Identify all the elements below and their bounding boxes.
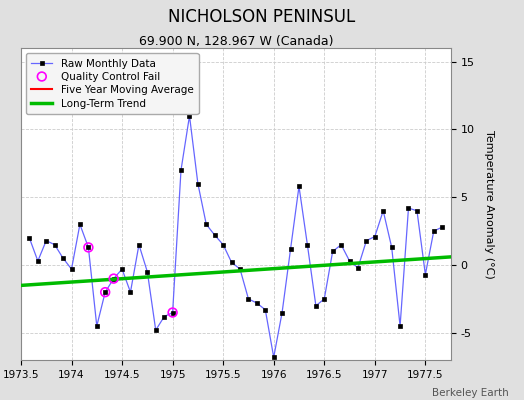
Raw Monthly Data: [228, 260, 235, 265]
Line: Raw Monthly Data: Raw Monthly Data: [27, 114, 444, 359]
Raw Monthly Data: [296, 184, 302, 189]
Raw Monthly Data: [439, 225, 445, 230]
Raw Monthly Data: [237, 267, 243, 272]
Raw Monthly Data: [169, 310, 176, 315]
Text: NICHOLSON PENINSUL: NICHOLSON PENINSUL: [168, 8, 356, 26]
Raw Monthly Data: [136, 242, 142, 247]
Raw Monthly Data: [330, 249, 336, 254]
Raw Monthly Data: [77, 222, 83, 227]
Quality Control Fail: [84, 244, 93, 251]
Y-axis label: Temperature Anomaly (°C): Temperature Anomaly (°C): [484, 130, 494, 278]
Raw Monthly Data: [321, 296, 328, 301]
Raw Monthly Data: [397, 324, 403, 328]
Raw Monthly Data: [338, 242, 344, 247]
Raw Monthly Data: [94, 324, 100, 328]
Raw Monthly Data: [43, 238, 49, 243]
Raw Monthly Data: [144, 270, 150, 274]
Raw Monthly Data: [245, 296, 252, 301]
Raw Monthly Data: [279, 310, 285, 315]
Raw Monthly Data: [35, 258, 41, 263]
Raw Monthly Data: [119, 267, 125, 272]
Raw Monthly Data: [346, 258, 353, 263]
Raw Monthly Data: [51, 242, 58, 247]
Raw Monthly Data: [111, 276, 117, 281]
Raw Monthly Data: [178, 168, 184, 172]
Legend: Raw Monthly Data, Quality Control Fail, Five Year Moving Average, Long-Term Tren: Raw Monthly Data, Quality Control Fail, …: [26, 53, 199, 114]
Raw Monthly Data: [26, 236, 32, 240]
Raw Monthly Data: [220, 242, 226, 247]
Raw Monthly Data: [422, 272, 429, 277]
Raw Monthly Data: [262, 308, 268, 312]
Raw Monthly Data: [187, 114, 193, 118]
Raw Monthly Data: [161, 314, 167, 319]
Quality Control Fail: [110, 276, 118, 282]
Raw Monthly Data: [380, 208, 386, 213]
Raw Monthly Data: [127, 290, 134, 294]
Title: 69.900 N, 128.967 W (Canada): 69.900 N, 128.967 W (Canada): [138, 35, 333, 48]
Quality Control Fail: [168, 309, 177, 316]
Raw Monthly Data: [254, 301, 260, 306]
Text: Berkeley Earth: Berkeley Earth: [432, 388, 508, 398]
Raw Monthly Data: [152, 328, 159, 332]
Raw Monthly Data: [85, 245, 92, 250]
Raw Monthly Data: [431, 229, 437, 234]
Quality Control Fail: [101, 289, 110, 295]
Raw Monthly Data: [68, 267, 74, 272]
Raw Monthly Data: [212, 233, 218, 238]
Raw Monthly Data: [313, 303, 319, 308]
Raw Monthly Data: [363, 238, 369, 243]
Raw Monthly Data: [60, 256, 66, 261]
Raw Monthly Data: [203, 222, 210, 227]
Raw Monthly Data: [372, 234, 378, 239]
Raw Monthly Data: [288, 246, 294, 251]
Raw Monthly Data: [195, 181, 201, 186]
Raw Monthly Data: [355, 265, 361, 270]
Raw Monthly Data: [414, 208, 420, 213]
Raw Monthly Data: [270, 355, 277, 360]
Raw Monthly Data: [102, 290, 108, 294]
Raw Monthly Data: [406, 206, 412, 210]
Raw Monthly Data: [304, 242, 311, 247]
Raw Monthly Data: [389, 245, 395, 250]
